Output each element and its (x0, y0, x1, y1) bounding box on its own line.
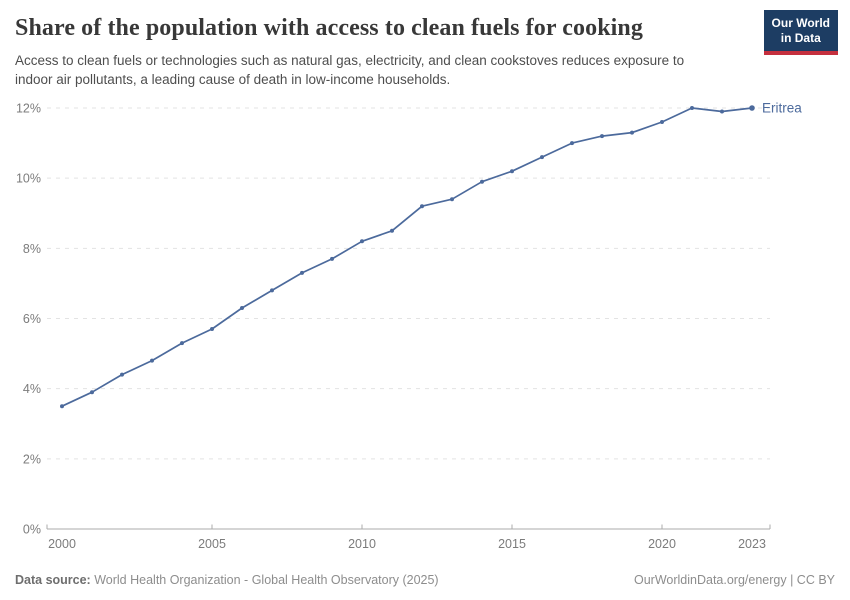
data-point[interactable] (300, 270, 304, 275)
data-source-label: Data source: (15, 573, 91, 587)
data-point[interactable] (630, 130, 634, 135)
data-point[interactable] (690, 106, 694, 110)
data-point[interactable] (749, 105, 755, 111)
data-point[interactable] (600, 134, 604, 139)
series-eritrea[interactable]: Eritrea (60, 101, 802, 409)
y-axis-labels: 0% 2% 4% 6% 8% 10% 12% (16, 102, 41, 537)
x-tick-label: 2005 (198, 537, 226, 551)
data-point[interactable] (540, 155, 544, 160)
data-point[interactable] (330, 256, 334, 261)
data-point[interactable] (180, 341, 184, 346)
chart-subtitle: Access to clean fuels or technologies su… (15, 52, 685, 87)
data-point[interactable] (390, 228, 394, 233)
x-axis-labels: 2000 2005 2010 2015 2020 2023 (48, 537, 766, 551)
chart-title: Share of the population with access to c… (15, 15, 643, 41)
data-source: Data source: World Health Organization -… (15, 573, 439, 587)
data-point[interactable] (150, 358, 154, 363)
y-tick-label: 12% (16, 102, 41, 116)
x-tick-label: 2020 (648, 537, 676, 551)
y-tick-label: 10% (16, 172, 41, 186)
y-tick-label: 2% (23, 452, 41, 466)
x-tick-label: 2023 (738, 537, 766, 551)
y-tick-label: 6% (23, 312, 41, 326)
data-point[interactable] (120, 372, 124, 377)
owid-logo[interactable]: Our World in Data (763, 10, 838, 55)
chart-header: Share of the population with access to c… (0, 0, 850, 89)
y-tick-label: 0% (23, 523, 41, 537)
data-point[interactable] (570, 141, 574, 146)
y-tick-label: 4% (23, 382, 41, 396)
data-point[interactable] (210, 327, 214, 331)
license-note[interactable]: OurWorldinData.org/energy | CC BY (633, 573, 835, 587)
series-line[interactable] (61, 107, 753, 408)
owid-logo-line2: in Data (780, 31, 821, 45)
data-point[interactable] (660, 120, 664, 124)
series-entity-label[interactable]: Eritrea (762, 101, 802, 116)
line-chart[interactable]: 0% 2% 4% 6% 8% 10% 12% 2000 2005 2010 2015 2020 2023… (0, 95, 850, 565)
data-point[interactable] (360, 239, 364, 244)
data-point[interactable] (270, 288, 274, 293)
data-point[interactable] (420, 204, 424, 209)
y-tick-label: 8% (23, 242, 41, 256)
data-point[interactable] (240, 306, 244, 310)
x-axis (46, 524, 771, 530)
data-source-text: World Health Organization - Global Healt… (94, 573, 439, 587)
data-point[interactable] (60, 404, 64, 409)
chart-footer: Data source: World Health Organization -… (0, 563, 850, 600)
x-tick-label: 2000 (48, 537, 76, 551)
data-point[interactable] (720, 109, 724, 114)
x-tick-label: 2015 (498, 537, 526, 551)
data-point[interactable] (90, 390, 94, 395)
x-tick-label: 2010 (348, 537, 376, 551)
data-point[interactable] (510, 169, 514, 174)
owid-logo-line1: Our World (771, 16, 830, 30)
data-point[interactable] (450, 197, 454, 202)
gridlines (47, 107, 770, 460)
data-point[interactable] (480, 179, 484, 184)
